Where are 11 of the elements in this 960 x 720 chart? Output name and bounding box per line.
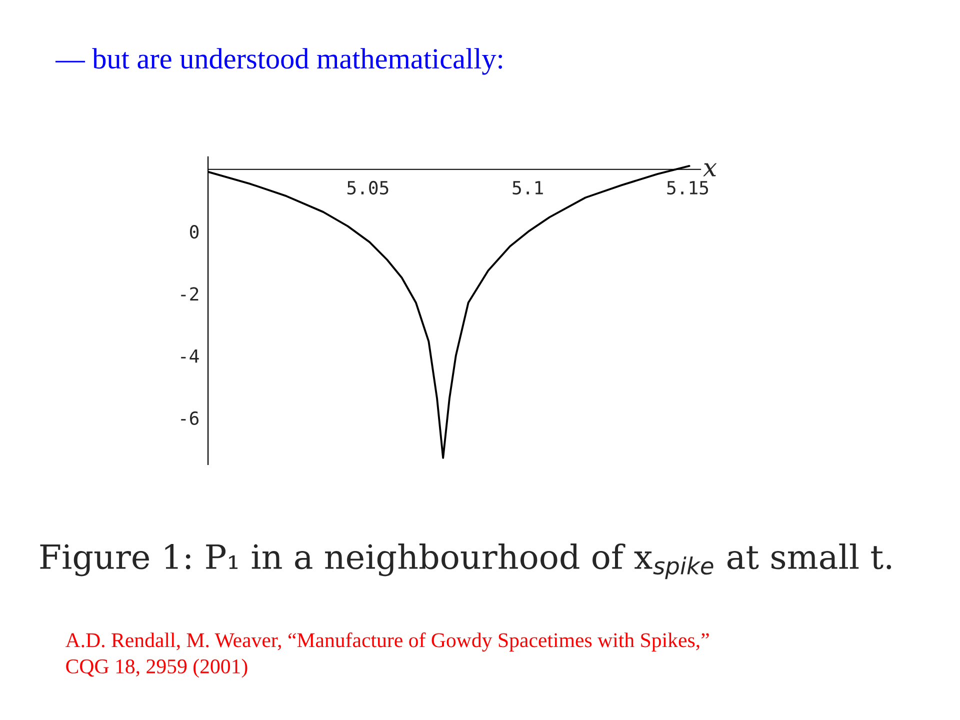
x-tick-label: 5.05: [347, 180, 388, 195]
y-tick-label: -6: [181, 411, 199, 425]
caption: Figure 1: P₁ in a neighbourhood of x$_{spike}$ at small t.: [40, 543, 892, 580]
y-tick-label: 0: [190, 225, 199, 239]
x-axis-title: x: [703, 163, 717, 176]
x-tick-label: 5.1: [512, 181, 543, 195]
text: A.D. Rendall, M. Weaver, “Manufacture of Gowdy Spacetimes with Spikes,” CQG 18, 2959 (2001): [65, 632, 709, 678]
chart-title: — but are understood mathematically:: [55, 48, 502, 75]
y-tick-label: -2: [181, 287, 198, 301]
y-tick-label: -4: [181, 349, 199, 363]
x-tick-label: 5.15: [667, 181, 708, 195]
